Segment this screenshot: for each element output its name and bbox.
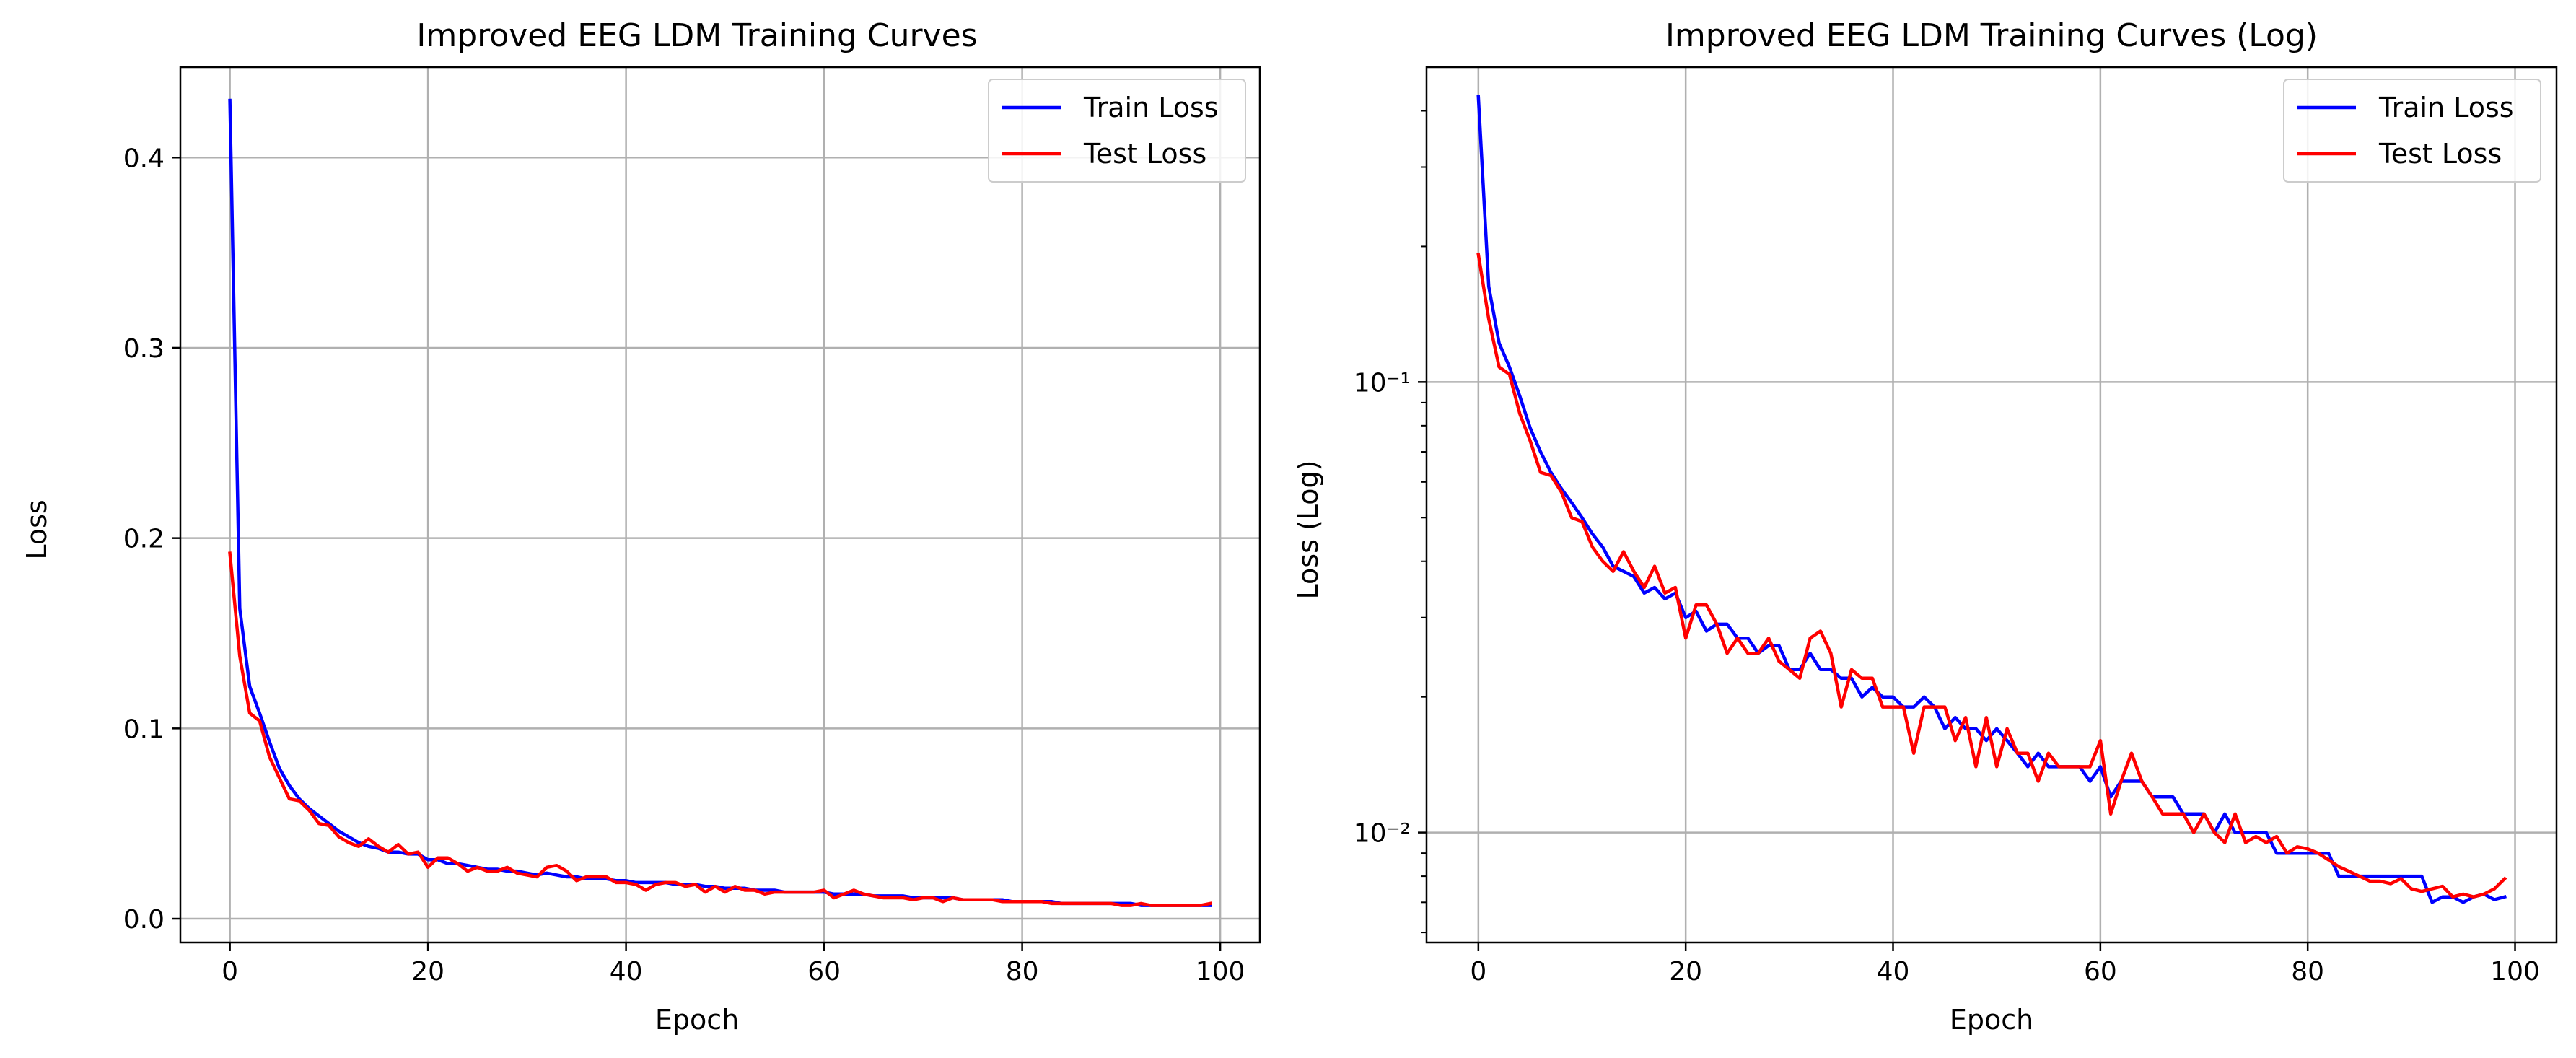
y-tick-label: 0.0: [123, 905, 165, 935]
x-tick-label: 80: [2291, 957, 2324, 987]
y-tick-label: 0.4: [123, 144, 165, 173]
x-axis-label: Epoch: [1950, 1004, 2033, 1036]
legend: Train Loss Test Loss: [2283, 79, 2541, 183]
y-tick-label: 0.3: [123, 334, 165, 364]
x-tick-label: 60: [2084, 957, 2117, 987]
plot-frame: [1425, 66, 2558, 944]
x-tick-label: 40: [1877, 957, 1910, 987]
legend-train-label: Train Loss: [1083, 92, 1219, 123]
legend-box: [988, 79, 1246, 183]
y-tick-label: 0.1: [123, 714, 165, 744]
x-tick-label: 20: [411, 957, 444, 987]
chart-title: Improved EEG LDM Training Curves (Log): [1665, 17, 2318, 54]
x-tick-label: 100: [2490, 957, 2540, 987]
test-loss-line: [228, 551, 1213, 907]
y-axis-label: Loss (Log): [1292, 460, 1324, 600]
y-tick-label: 10⁻¹: [1354, 368, 1411, 398]
x-tick-label: 40: [610, 957, 643, 987]
chart-title: Improved EEG LDM Training Curves: [416, 17, 977, 54]
log-loss-chart: Improved EEG LDM Training Curves (Log) E…: [1292, 17, 2558, 1036]
y-tick-label: 10⁻²: [1354, 819, 1411, 849]
x-axis-label: Epoch: [655, 1004, 739, 1036]
test-loss-line: [1476, 252, 2507, 899]
linear-loss-chart: Improved EEG LDM Training Curves Epoch L…: [21, 17, 1261, 1036]
legend: Train Loss Test Loss: [988, 79, 1246, 183]
legend-test-label: Test Loss: [1083, 138, 1206, 170]
legend-box: [2283, 79, 2541, 183]
y-axis-label: Loss: [21, 499, 53, 559]
plot-frame: [179, 66, 1261, 944]
x-tick-label: 20: [1669, 957, 1702, 987]
x-tick-label: 80: [1006, 957, 1039, 987]
y-tick-label: 0.2: [123, 525, 165, 554]
x-tick-label: 100: [1196, 957, 1245, 987]
legend-test-label: Test Loss: [2378, 138, 2502, 170]
legend-train-label: Train Loss: [2378, 92, 2514, 123]
x-tick-label: 0: [222, 957, 238, 987]
x-tick-label: 60: [807, 957, 841, 987]
x-tick-label: 0: [1470, 957, 1486, 987]
